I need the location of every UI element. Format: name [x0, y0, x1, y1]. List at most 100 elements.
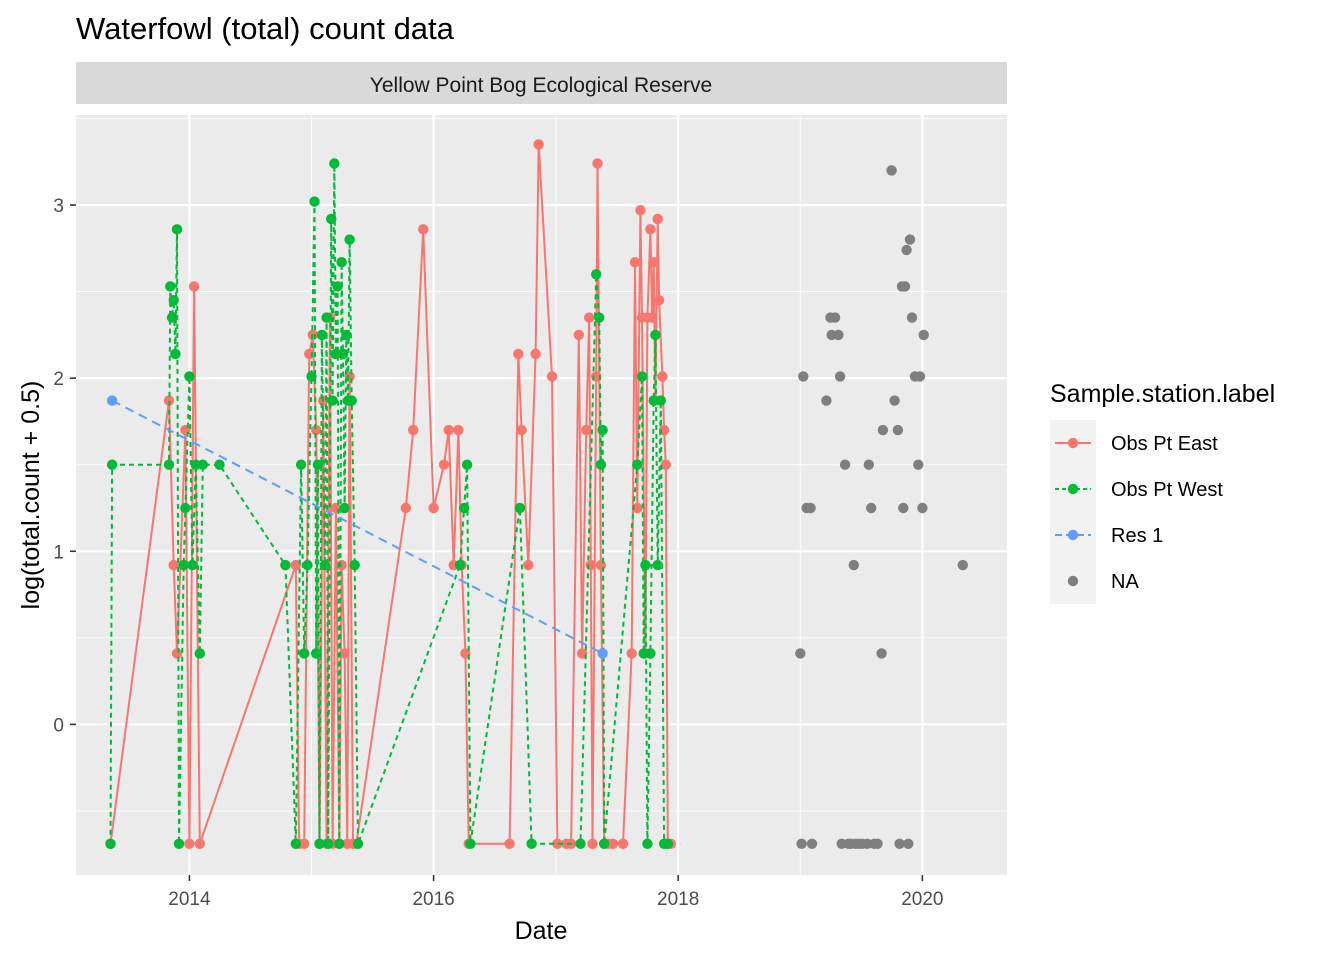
data-point [184, 838, 195, 849]
data-point [194, 648, 205, 659]
data-point [306, 371, 317, 382]
y-tick-label: 2 [53, 369, 64, 390]
legend-key [1050, 558, 1096, 604]
data-point [171, 648, 183, 659]
data-point [573, 329, 584, 341]
data-point [443, 424, 454, 436]
data-point [321, 312, 332, 323]
data-point [642, 838, 653, 849]
data-point [575, 838, 586, 849]
series-na [795, 165, 968, 849]
legend-label: Obs Pt West [1111, 479, 1223, 501]
data-point [635, 205, 646, 216]
data-point [821, 395, 832, 406]
data-point [889, 395, 900, 406]
data-point [332, 281, 343, 292]
data-point [428, 502, 439, 514]
series-obs-pt-west [105, 158, 673, 849]
data-point [312, 459, 324, 470]
data-point [653, 295, 665, 306]
legend-label: Res 1 [1111, 525, 1163, 547]
data-point [194, 838, 205, 849]
x-tick-label: 2018 [657, 889, 699, 910]
legend-key [1050, 420, 1096, 466]
data-point [516, 424, 527, 436]
data-point [597, 424, 608, 436]
data-point [662, 838, 673, 849]
data-point [805, 502, 816, 514]
facet-label: Yellow Point Bog Ecological Reserve [370, 74, 712, 97]
data-point [173, 838, 185, 849]
series-res-1 [106, 395, 608, 659]
data-point [652, 213, 663, 225]
data-point [188, 281, 200, 292]
data-point [632, 459, 643, 470]
data-point [806, 838, 818, 849]
data-point [795, 648, 806, 659]
data-point [594, 312, 605, 323]
legend-key-point [1067, 575, 1079, 587]
x-axis-title: Date [515, 917, 568, 945]
data-point [316, 329, 328, 341]
data-point [197, 459, 208, 470]
data-point [906, 312, 918, 323]
data-point [178, 559, 189, 571]
data-point [344, 234, 355, 245]
legend-key [1050, 466, 1096, 512]
data-point [646, 312, 658, 323]
x-tick-label: 2014 [168, 889, 211, 910]
data-point [504, 838, 515, 849]
series-line [111, 399, 604, 655]
data-point [872, 838, 883, 849]
data-point [595, 559, 607, 571]
data-point [648, 257, 659, 268]
data-point [168, 295, 179, 306]
data-point [408, 424, 419, 436]
data-point [660, 459, 671, 470]
data-point [163, 395, 175, 406]
data-point [526, 838, 537, 849]
data-point [834, 371, 846, 382]
data-point [461, 459, 473, 470]
data-point [652, 559, 663, 571]
data-point [898, 502, 909, 514]
data-point [796, 838, 807, 849]
data-point [106, 395, 118, 406]
data-point [299, 648, 310, 659]
data-point [458, 502, 470, 514]
data-point [913, 459, 924, 470]
data-point [833, 329, 844, 341]
data-point [839, 459, 851, 470]
data-point [533, 139, 544, 150]
data-point [337, 348, 349, 360]
legend-key-point [1067, 437, 1079, 449]
legend: Sample.station.label Obs Pt East Obs Pt W… [1050, 380, 1275, 604]
data-point [587, 838, 598, 849]
legend-key-point [1067, 529, 1079, 541]
x-tick-label: 2016 [412, 889, 454, 910]
legend-key-point [1067, 483, 1079, 495]
y-tick-label: 0 [53, 715, 64, 736]
data-point [171, 224, 183, 235]
data-point [863, 459, 874, 470]
data-point [866, 502, 877, 514]
data-point [346, 395, 357, 406]
data-point [894, 838, 905, 849]
data-point [453, 424, 464, 436]
data-point [319, 559, 331, 571]
data-point [886, 165, 897, 176]
data-point [105, 838, 116, 849]
data-point [876, 648, 887, 659]
series-line [109, 163, 668, 845]
data-point [339, 502, 350, 514]
legend-label: Obs Pt East [1111, 433, 1218, 455]
data-point [877, 424, 889, 436]
data-point [657, 371, 668, 382]
data-point [334, 838, 345, 849]
data-point [629, 257, 641, 268]
data-point [530, 348, 541, 360]
facet-strip [76, 62, 1007, 104]
data-point [617, 838, 629, 849]
data-point [352, 838, 364, 849]
